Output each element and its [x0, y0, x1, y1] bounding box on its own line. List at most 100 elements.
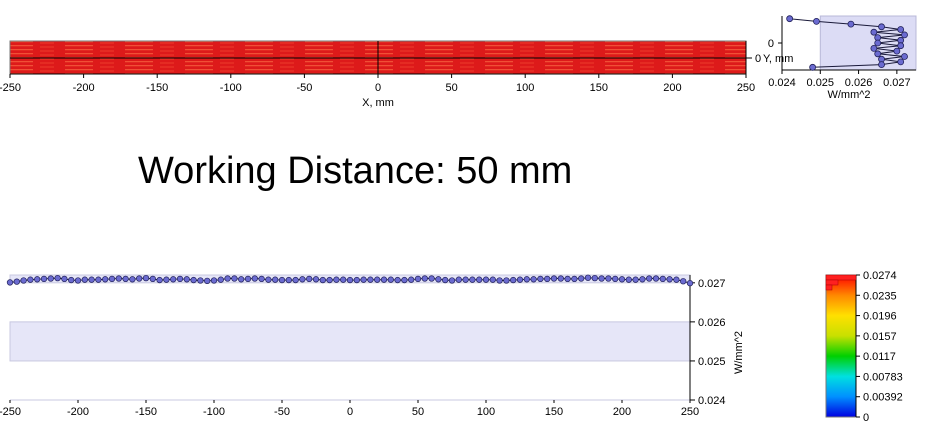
side-x-tick-label: 0.025 [807, 77, 835, 89]
profile-data-point [244, 275, 252, 283]
profile-data-point [333, 276, 340, 283]
side-data-point [874, 39, 882, 47]
profile-data-point [61, 275, 68, 283]
profile-data-point [217, 276, 224, 283]
profile-data-point [564, 275, 571, 283]
profile-data-point [394, 276, 401, 284]
profile-data-point [108, 275, 116, 283]
profile-data-point [516, 276, 524, 283]
heatmap-x-tick-label: -50 [296, 82, 312, 94]
heatmap-x-axis-label: X, mm [362, 97, 394, 109]
side-data-point [874, 50, 882, 58]
profile-data-point [272, 276, 279, 283]
profile-data-point [204, 277, 211, 285]
profile-data-point [530, 276, 537, 283]
profile-data-point [652, 275, 660, 282]
side-data-point [897, 58, 905, 66]
profile-data-point [68, 276, 75, 284]
profile-data-point [455, 276, 462, 283]
profile-data-point [428, 275, 435, 282]
profile-data-point [544, 275, 551, 283]
profile-data-point [183, 276, 190, 283]
profile-data-point [510, 276, 517, 284]
profile-x-tick-label: -150 [135, 406, 157, 418]
profile-data-point [258, 275, 265, 283]
colorbar-gradient [825, 274, 857, 418]
profile-data-point [6, 279, 14, 286]
side-data-point [897, 26, 905, 33]
side-data-point [809, 63, 817, 71]
side-data-point [813, 17, 820, 25]
colorbar-tick-label: 0.00783 [863, 371, 903, 383]
profile-data-point [557, 275, 564, 282]
profile-data-point [319, 276, 326, 284]
profile-data-point [401, 276, 408, 284]
profile-data-point [578, 275, 585, 282]
profile-data-point [374, 276, 381, 283]
profile-data-point [224, 275, 231, 282]
profile-data-point [27, 276, 34, 283]
profile-x-tick-label: -250 [0, 406, 21, 418]
profile-data-point [190, 276, 197, 284]
side-x-tick-label: 0.027 [883, 77, 911, 89]
profile-data-point [618, 276, 626, 283]
side-data-point [901, 31, 908, 39]
profile-data-point [142, 274, 150, 282]
profile-data-point [489, 276, 496, 283]
profile-data-point [584, 274, 592, 281]
profile-data-point [462, 276, 469, 283]
profile-data-point [659, 275, 666, 283]
profile-data-point [13, 278, 20, 285]
profile-data-point [380, 276, 388, 283]
profile-data-point [408, 276, 415, 283]
profile-x-tick-label: 150 [545, 406, 563, 418]
profile-data-point [360, 276, 367, 283]
profile-data-point [115, 275, 122, 282]
profile-data-point [102, 276, 109, 283]
profile-y-tick-label: 0.024 [698, 395, 726, 407]
profile-data-point [680, 278, 687, 285]
side-data-point [870, 28, 878, 36]
profile-data-point [20, 277, 27, 284]
profile-data-point [625, 276, 632, 283]
heatmap-x-tick-label: -250 [0, 82, 21, 94]
profile-data-point [482, 276, 490, 283]
profile-data-point [299, 276, 306, 283]
profile-data-point [136, 275, 143, 282]
profile-data-point [238, 276, 245, 283]
profile-data-point [40, 275, 48, 283]
profile-data-point [686, 280, 694, 287]
profile-x-tick-label: -200 [67, 406, 89, 418]
profile-data-point [326, 276, 333, 284]
profile-y-axis-label: W/mm^2 [733, 331, 745, 374]
heatmap-chart: -250 -200 -150 -100 -50 0 50 100 150 200 250 0 Y, … [0, 40, 793, 109]
side-data-point [870, 45, 878, 52]
profile-data-point [81, 276, 88, 283]
profile-data-point [210, 277, 218, 284]
profile-x-tick-label: -100 [203, 406, 225, 418]
profile-data-point [251, 275, 258, 282]
profile-data-point [496, 277, 503, 284]
profile-data-point [346, 276, 354, 284]
profile-data-point [163, 276, 170, 283]
profile-data-point [170, 276, 177, 283]
profile-data-point [156, 276, 163, 284]
heatmap-x-tick-label: -200 [73, 82, 95, 94]
profile-data-point [503, 277, 510, 284]
profile-data-point [95, 276, 102, 283]
profile-data-point [74, 277, 82, 284]
colorbar-tick-label: 0 [863, 412, 869, 424]
profile-data-point [666, 276, 673, 283]
side-data-point [878, 23, 885, 31]
heatmap-x-tick-label: 200 [663, 82, 681, 94]
profile-band [9, 321, 691, 362]
side-data-point [847, 20, 855, 28]
profile-x-tick-label: 50 [412, 406, 424, 418]
profile-y-tick-label: 0.025 [698, 356, 726, 368]
profile-data-point [292, 276, 299, 284]
side-x-tick-label: 0.024 [768, 77, 796, 89]
side-data-point [786, 15, 794, 23]
side-data-point [878, 61, 885, 68]
profile-data-point [571, 275, 578, 283]
working-distance-title: Working Distance: 50 mm [138, 150, 573, 192]
